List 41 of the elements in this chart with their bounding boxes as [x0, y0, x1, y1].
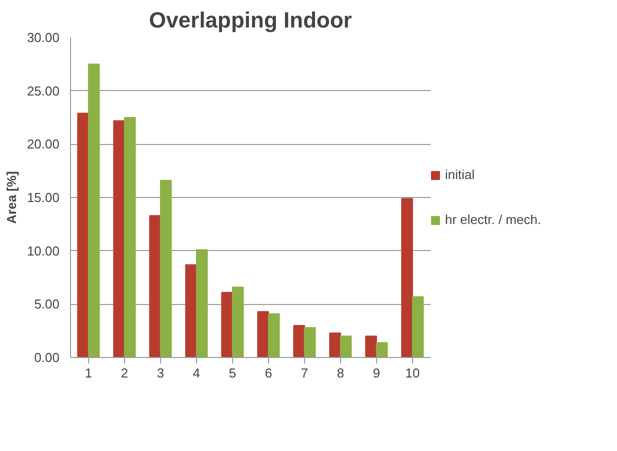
y-tick-label: 10.00: [26, 243, 60, 258]
x-tick-label: 2: [120, 366, 128, 380]
y-tick-label: 0.00: [34, 350, 60, 365]
bar: [293, 325, 305, 358]
bar: [77, 112, 89, 358]
chart-title: Overlapping Indoor: [149, 8, 352, 32]
x-tick-label: 6: [264, 366, 272, 380]
y-tick-label: 30.00: [26, 30, 60, 45]
bar: [365, 336, 377, 358]
bar: [160, 180, 172, 358]
x-tick-label: 8: [336, 366, 344, 380]
bar: [232, 286, 244, 358]
y-tick-label: 5.00: [34, 296, 60, 312]
bar: [412, 296, 424, 358]
bar: [185, 264, 197, 358]
bar: [113, 120, 125, 358]
x-tick-label: 4: [192, 366, 200, 380]
legend-label: hr electr. / mech.: [445, 212, 542, 227]
y-axis-title: Area [%]: [4, 171, 19, 224]
bar: [124, 117, 136, 358]
bar: [401, 198, 413, 358]
x-tick-label: 7: [300, 366, 308, 380]
y-tick-label: 20.00: [26, 136, 60, 152]
y-tick-label: 15.00: [26, 190, 60, 205]
bar: [196, 249, 208, 358]
bar: [268, 313, 280, 358]
bar: [376, 342, 388, 358]
bar: [329, 332, 341, 358]
bar: [340, 336, 352, 358]
x-tick-label: 1: [84, 366, 92, 380]
legend-label: initial: [445, 167, 475, 182]
bar: [149, 215, 161, 358]
x-tick-label: 3: [156, 366, 164, 380]
x-tick-label: 10: [405, 366, 420, 380]
bar: [257, 311, 269, 358]
bar: [88, 64, 100, 358]
x-tick-label: 5: [228, 366, 236, 380]
bar: [304, 327, 316, 358]
y-tick-label: 25.00: [26, 83, 60, 98]
x-tick-label: 9: [372, 366, 380, 380]
bar: [221, 292, 233, 358]
